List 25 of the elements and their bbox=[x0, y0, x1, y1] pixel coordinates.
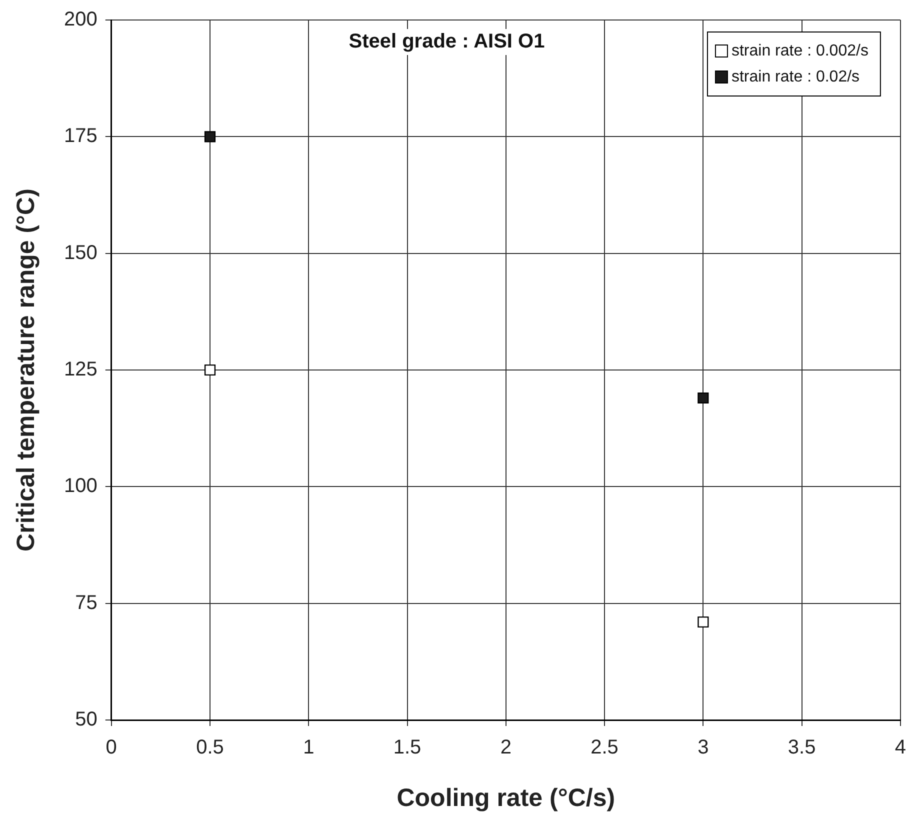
y-tick-label: 175 bbox=[64, 125, 98, 148]
x-tick-label: 3.5 bbox=[788, 736, 816, 759]
x-tick-label: 3 bbox=[698, 736, 709, 759]
x-axis-title: Cooling rate (°C/s) bbox=[396, 784, 616, 812]
y-tick-label: 150 bbox=[64, 242, 98, 264]
annotation: Steel grade : AISI O1 bbox=[348, 30, 545, 53]
y-tick-label: 125 bbox=[64, 358, 98, 381]
y-tick-label: 75 bbox=[75, 592, 98, 614]
x-tick-label: 0 bbox=[106, 736, 117, 759]
y-tick-label: 100 bbox=[64, 475, 98, 498]
y-tick-label: 50 bbox=[75, 708, 98, 731]
legend-label: strain rate : 0.002/s bbox=[731, 42, 868, 60]
x-tick-label: 1.5 bbox=[393, 736, 422, 759]
y-axis-title: Critical temperature range (°C) bbox=[12, 188, 40, 552]
x-tick-label: 0.5 bbox=[196, 736, 224, 759]
point bbox=[698, 392, 709, 404]
x-tick-label: 2 bbox=[500, 736, 512, 759]
legend-label: strain rate : 0.02/s bbox=[731, 68, 860, 86]
point bbox=[204, 364, 216, 376]
x-tick-label: 1 bbox=[303, 736, 314, 759]
point bbox=[698, 616, 709, 628]
y-tick-label: 200 bbox=[64, 8, 98, 31]
point bbox=[204, 131, 216, 142]
x-tick-label: 4 bbox=[894, 736, 906, 759]
x-tick-label: 2.5 bbox=[590, 736, 618, 759]
